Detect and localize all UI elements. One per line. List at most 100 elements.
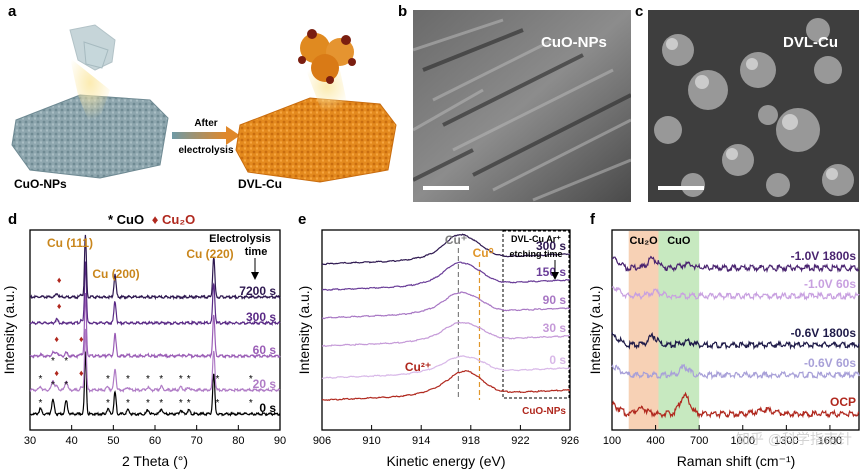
cuo-marker: * <box>216 398 220 409</box>
arrow-label-top: After <box>194 118 217 129</box>
annotation-dvl-cu-ar: DVL-Cu Ar⁺ <box>511 234 561 244</box>
raman-band-label: CuO <box>667 235 691 247</box>
cu2o-marker: ♦ <box>54 334 59 344</box>
xrd-tick-label: 90 <box>274 435 286 447</box>
cuo-marker: * <box>216 374 220 385</box>
cuo-marker: * <box>146 398 150 409</box>
raman-series-line <box>611 363 860 381</box>
cu2o-marker: ♦ <box>57 301 62 311</box>
cu2o-marker: ♦ <box>79 368 84 378</box>
annotation-time: time <box>245 246 268 258</box>
xrd-series-line <box>29 261 281 327</box>
xrd-series-label: 60 s <box>253 343 277 357</box>
xrd-series-line <box>29 234 281 301</box>
xps-series-label: 30 s <box>543 321 567 335</box>
cuo-marker: * <box>38 374 42 385</box>
legend-cuo: * CuO <box>108 212 145 227</box>
caption-dvl-cu: DVL-Cu <box>238 177 282 191</box>
cuo-marker: * <box>51 380 55 391</box>
xrd-tick-label: 50 <box>107 435 119 447</box>
raman-series-label: -1.0V 1800s <box>791 249 857 263</box>
xrd-plot-frame <box>29 229 281 431</box>
cuo-marker: * <box>179 374 183 385</box>
xrd-tick-label: 60 <box>149 435 161 447</box>
raman-tick-label: 100 <box>603 435 621 447</box>
sem-image-dvl-cu <box>648 10 859 202</box>
time-arrowhead-icon <box>251 272 259 280</box>
cu2o-marker: ♦ <box>54 368 59 378</box>
raman-series-label: -1.0V 60s <box>804 277 856 291</box>
xps-series-line <box>322 261 571 291</box>
raman-series-line <box>611 391 860 420</box>
arrow-icon <box>226 126 240 145</box>
raman-series-label: -0.6V 60s <box>804 356 856 370</box>
xps-series-line <box>321 321 571 347</box>
cuo-marker: * <box>249 374 253 385</box>
xps-series-line <box>321 291 571 320</box>
xps-tick-label: 914 <box>412 435 430 447</box>
cuo-marker: * <box>249 398 253 409</box>
raman-tick-label: 1000 <box>731 435 755 447</box>
cuo-marker: * <box>51 356 55 367</box>
cuo-marker: * <box>38 398 42 409</box>
xrd-tick-label: 80 <box>232 435 244 447</box>
sem-title-cuo-nps: CuO-NPs <box>541 34 607 51</box>
annotation-cu-0: Cu⁰ <box>473 246 494 260</box>
xrd-series-line <box>29 328 281 393</box>
xrd-series-line <box>29 351 281 417</box>
annotation-cu-200: Cu (200) <box>92 267 139 281</box>
raman-plot-frame <box>611 229 860 431</box>
xrd-series-label: 300 s <box>246 310 276 324</box>
xps-xlabel: Kinetic energy (eV) <box>386 453 505 469</box>
caption-cuo-nps: CuO-NPs <box>14 177 67 191</box>
xps-tick-label: 910 <box>362 435 380 447</box>
arrow-label-bottom: electrolysis <box>178 145 233 156</box>
panel-label-f: f <box>590 211 595 228</box>
raman-band-label: Cu₂O <box>630 235 659 247</box>
xps-series-label: 0 s <box>549 353 566 367</box>
xps-series-line <box>321 233 571 266</box>
annotation-cu-111: Cu (111) <box>47 236 93 250</box>
xrd-tick-label: 30 <box>24 435 36 447</box>
scale-bar <box>658 186 704 190</box>
annotation-etching-time: etching time <box>509 249 562 259</box>
cu2o-marker: ♦ <box>79 334 84 344</box>
cuo-marker: * <box>187 398 191 409</box>
cuo-marker: * <box>64 356 68 367</box>
xrd-tick-label: 40 <box>66 435 78 447</box>
cuo-marker: * <box>126 374 130 385</box>
xps-series-line <box>321 355 571 380</box>
xrd-xlabel: 2 Theta (°) <box>122 453 188 469</box>
xps-series-line <box>321 369 571 402</box>
raman-band <box>658 231 700 429</box>
cu2o-marker: ♦ <box>57 275 62 285</box>
annotation-cu-220: Cu (220) <box>186 247 233 261</box>
xps-plot-frame <box>321 229 571 431</box>
panel-label-c: c <box>635 3 644 20</box>
watermark: 知乎 @科学指南针 <box>736 431 852 447</box>
raman-series-line <box>611 332 860 351</box>
raman-series-label: OCP <box>830 395 856 409</box>
schematic-panel: CuO-NPs After electrolysis DVL-Cu <box>11 24 397 191</box>
raman-series-label: -0.6V 1800s <box>791 326 857 340</box>
raman-tick-label: 700 <box>690 435 708 447</box>
sem-title-dvl-cu: DVL-Cu <box>783 34 838 51</box>
xps-tick-label: 906 <box>313 435 331 447</box>
xrd-series-label: 0 s <box>259 401 276 415</box>
legend-d: * CuO ♦ Cu₂O <box>108 212 195 227</box>
cuo-marker: * <box>146 374 150 385</box>
xps-series-label: CuO-NPs <box>522 406 566 417</box>
scale-bar <box>423 186 469 190</box>
raman-tick-label: 1300 <box>774 435 798 447</box>
panel-label-e: e <box>298 211 307 228</box>
raman-tick-label: 400 <box>646 435 664 447</box>
cuo-marker: * <box>159 374 163 385</box>
annotation-cu-2plus: Cu²⁺ <box>405 360 431 374</box>
xps-series-label: 300 s <box>536 239 566 253</box>
cuo-marker: * <box>179 398 183 409</box>
raman-tick-label: 1600 <box>818 435 842 447</box>
sem-image-cuo-nps <box>413 10 631 202</box>
annotation-cu-plus: Cu⁺ <box>445 233 467 247</box>
